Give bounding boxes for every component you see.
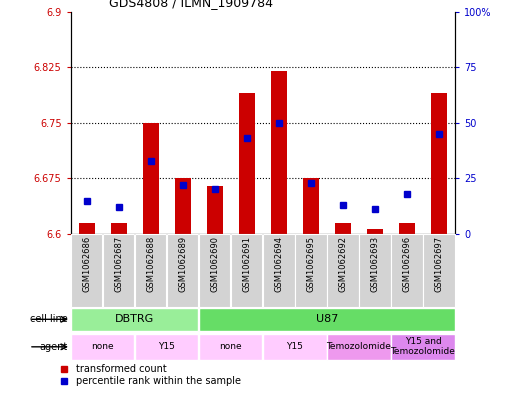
Text: cell line: cell line <box>30 314 68 324</box>
Text: GSM1062688: GSM1062688 <box>146 236 155 292</box>
Text: GSM1062696: GSM1062696 <box>403 236 412 292</box>
Bar <box>71 234 103 307</box>
Bar <box>103 234 134 307</box>
Bar <box>399 223 415 234</box>
Text: GSM1062695: GSM1062695 <box>306 236 315 292</box>
Text: GSM1062687: GSM1062687 <box>114 236 123 292</box>
Bar <box>78 223 95 234</box>
Text: percentile rank within the sample: percentile rank within the sample <box>76 376 241 386</box>
Bar <box>231 234 263 307</box>
Text: agent: agent <box>40 342 68 352</box>
Bar <box>367 229 383 234</box>
Text: U87: U87 <box>316 314 338 324</box>
Bar <box>175 178 191 234</box>
Text: GSM1062693: GSM1062693 <box>370 236 379 292</box>
Bar <box>327 334 391 360</box>
Bar <box>327 234 359 307</box>
Bar <box>263 234 294 307</box>
Bar <box>199 308 454 331</box>
Bar <box>71 308 198 331</box>
Text: Y15 and
Temozolomide: Y15 and Temozolomide <box>391 336 456 356</box>
Bar <box>263 334 326 360</box>
Text: GSM1062690: GSM1062690 <box>210 236 219 292</box>
Text: GSM1062694: GSM1062694 <box>275 236 283 292</box>
Text: DBTRG: DBTRG <box>115 314 154 324</box>
Bar <box>135 234 166 307</box>
Bar <box>71 334 134 360</box>
Bar <box>391 234 423 307</box>
Bar <box>423 234 454 307</box>
Text: none: none <box>220 342 242 351</box>
Bar <box>271 71 287 234</box>
Text: GSM1062697: GSM1062697 <box>435 236 444 292</box>
Bar <box>239 93 255 234</box>
Text: none: none <box>92 342 114 351</box>
Bar <box>335 223 351 234</box>
Bar <box>431 93 447 234</box>
Text: Y15: Y15 <box>287 342 303 351</box>
Bar <box>303 178 319 234</box>
Bar <box>167 234 198 307</box>
Text: GSM1062689: GSM1062689 <box>178 236 187 292</box>
Text: Temozolomide: Temozolomide <box>326 342 391 351</box>
Bar <box>135 334 198 360</box>
Text: transformed count: transformed count <box>76 364 167 374</box>
Bar <box>199 334 263 360</box>
Text: GSM1062686: GSM1062686 <box>82 236 91 292</box>
Bar <box>199 234 231 307</box>
Text: GSM1062691: GSM1062691 <box>242 236 251 292</box>
Bar <box>143 123 158 234</box>
Text: Y15: Y15 <box>158 342 175 351</box>
Text: GDS4808 / ILMN_1909784: GDS4808 / ILMN_1909784 <box>109 0 273 9</box>
Text: GSM1062692: GSM1062692 <box>338 236 347 292</box>
Bar <box>207 186 223 234</box>
Bar <box>295 234 326 307</box>
Bar <box>111 224 127 234</box>
Bar <box>359 234 391 307</box>
Bar <box>391 334 454 360</box>
